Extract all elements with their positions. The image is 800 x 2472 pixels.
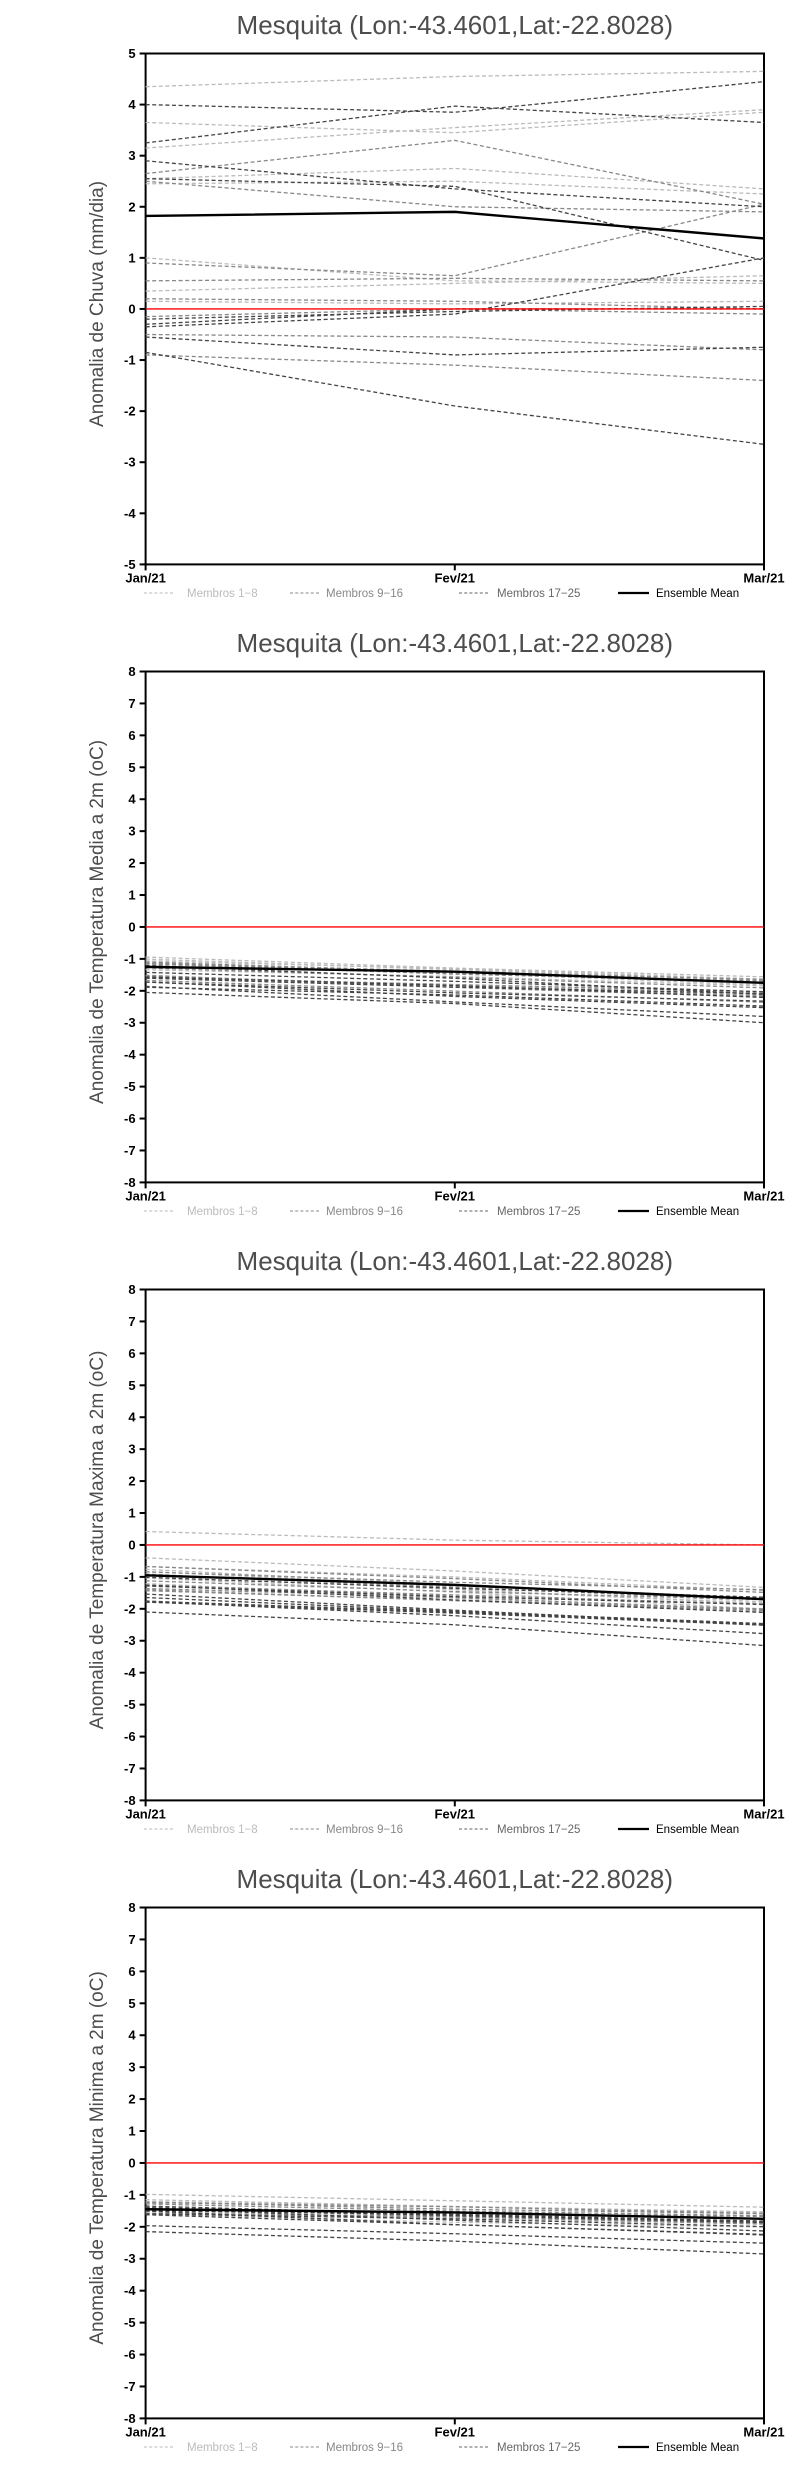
- svg-text:Membros 17−25: Membros 17−25: [497, 1824, 580, 1836]
- svg-text:Ensemble Mean: Ensemble Mean: [656, 1824, 739, 1836]
- svg-text:Fev/21: Fev/21: [435, 1188, 475, 1203]
- svg-text:-7: -7: [124, 1143, 136, 1158]
- svg-text:-5: -5: [124, 1697, 136, 1712]
- svg-text:Anomalia de Temperatura Media: Anomalia de Temperatura Media a 2m (oC): [87, 740, 108, 1104]
- svg-text:8: 8: [128, 1282, 135, 1297]
- svg-text:-4: -4: [124, 1665, 136, 1680]
- svg-text:Membros 9−16: Membros 9−16: [326, 2442, 403, 2454]
- svg-text:1: 1: [128, 888, 135, 903]
- svg-text:-2: -2: [124, 983, 136, 998]
- svg-text:-1: -1: [124, 353, 136, 368]
- svg-text:Jan/21: Jan/21: [125, 1806, 165, 1821]
- svg-text:-3: -3: [124, 1015, 136, 1030]
- svg-text:3: 3: [128, 2060, 135, 2075]
- svg-text:Ensemble Mean: Ensemble Mean: [656, 2442, 739, 2454]
- svg-text:Mar/21: Mar/21: [743, 570, 784, 585]
- svg-text:7: 7: [128, 1314, 135, 1329]
- svg-text:Membros 9−16: Membros 9−16: [326, 1824, 403, 1836]
- svg-text:-6: -6: [124, 1729, 136, 1744]
- svg-text:-4: -4: [124, 1047, 136, 1062]
- svg-text:Jan/21: Jan/21: [125, 1188, 165, 1203]
- svg-text:7: 7: [128, 696, 135, 711]
- svg-text:-1: -1: [124, 2187, 136, 2202]
- svg-text:6: 6: [128, 1964, 135, 1979]
- svg-text:Fev/21: Fev/21: [435, 1806, 475, 1821]
- svg-text:Ensemble Mean: Ensemble Mean: [656, 1206, 739, 1218]
- svg-text:-4: -4: [124, 2283, 136, 2298]
- svg-text:-3: -3: [124, 455, 136, 470]
- svg-text:6: 6: [128, 728, 135, 743]
- svg-text:Membros 1−8: Membros 1−8: [187, 1824, 258, 1836]
- svg-text:Membros 1−8: Membros 1−8: [187, 2442, 258, 2454]
- svg-text:3: 3: [128, 1442, 135, 1457]
- svg-text:3: 3: [128, 824, 135, 839]
- svg-text:1: 1: [128, 2124, 135, 2139]
- svg-text:5: 5: [128, 1378, 135, 1393]
- svg-text:Mesquita (Lon:-43.4601,Lat:-22: Mesquita (Lon:-43.4601,Lat:-22.8028): [237, 1864, 674, 1894]
- svg-text:Mar/21: Mar/21: [743, 1188, 784, 1203]
- svg-text:0: 0: [128, 1537, 135, 1552]
- svg-text:Anomalia de Temperatura Maxima: Anomalia de Temperatura Maxima a 2m (oC): [87, 1351, 108, 1730]
- svg-text:Mesquita (Lon:-43.4601,Lat:-22: Mesquita (Lon:-43.4601,Lat:-22.8028): [237, 1246, 674, 1276]
- svg-text:Membros 9−16: Membros 9−16: [326, 1206, 403, 1218]
- svg-text:-5: -5: [124, 1079, 136, 1094]
- svg-text:4: 4: [128, 2028, 136, 2043]
- svg-text:8: 8: [128, 1900, 135, 1915]
- svg-text:Membros 1−8: Membros 1−8: [187, 588, 258, 600]
- svg-text:Fev/21: Fev/21: [435, 570, 475, 585]
- svg-text:-3: -3: [124, 1633, 136, 1648]
- svg-text:Membros 17−25: Membros 17−25: [497, 588, 580, 600]
- svg-text:0: 0: [128, 301, 135, 316]
- svg-text:4: 4: [128, 1410, 136, 1425]
- svg-text:2: 2: [128, 856, 135, 871]
- svg-text:5: 5: [128, 1996, 135, 2011]
- svg-text:6: 6: [128, 1346, 135, 1361]
- svg-text:8: 8: [128, 664, 135, 679]
- svg-text:Membros 9−16: Membros 9−16: [326, 588, 403, 600]
- svg-text:-7: -7: [124, 2379, 136, 2394]
- svg-text:4: 4: [128, 792, 136, 807]
- svg-text:Ensemble Mean: Ensemble Mean: [656, 588, 739, 600]
- svg-text:Anomalia de Chuva (mm/dia): Anomalia de Chuva (mm/dia): [87, 181, 108, 427]
- svg-text:-2: -2: [124, 2219, 136, 2234]
- svg-text:1: 1: [128, 250, 135, 265]
- svg-text:Fev/21: Fev/21: [435, 2424, 475, 2439]
- svg-text:3: 3: [128, 148, 135, 163]
- svg-text:7: 7: [128, 1932, 135, 1947]
- svg-text:5: 5: [128, 46, 135, 61]
- svg-text:Membros 17−25: Membros 17−25: [497, 1206, 580, 1218]
- svg-text:Membros 1−8: Membros 1−8: [187, 1206, 258, 1218]
- svg-text:-7: -7: [124, 1761, 136, 1776]
- svg-text:-1: -1: [124, 951, 136, 966]
- svg-text:5: 5: [128, 760, 135, 775]
- svg-text:1: 1: [128, 1506, 135, 1521]
- svg-text:4: 4: [128, 97, 136, 112]
- svg-text:-2: -2: [124, 1601, 136, 1616]
- svg-text:Membros 17−25: Membros 17−25: [497, 2442, 580, 2454]
- svg-text:Anomalia de Temperatura Minima: Anomalia de Temperatura Minima a 2m (oC): [87, 1971, 108, 2344]
- svg-text:Jan/21: Jan/21: [125, 2424, 165, 2439]
- svg-text:0: 0: [128, 919, 135, 934]
- svg-text:2: 2: [128, 1474, 135, 1489]
- svg-text:-4: -4: [124, 506, 136, 521]
- svg-text:-3: -3: [124, 2251, 136, 2266]
- svg-text:-6: -6: [124, 2347, 136, 2362]
- svg-text:Mar/21: Mar/21: [743, 1806, 784, 1821]
- svg-text:Mesquita (Lon:-43.4601,Lat:-22: Mesquita (Lon:-43.4601,Lat:-22.8028): [237, 628, 674, 658]
- svg-text:-5: -5: [124, 2315, 136, 2330]
- svg-text:Mesquita (Lon:-43.4601,Lat:-22: Mesquita (Lon:-43.4601,Lat:-22.8028): [237, 10, 674, 40]
- svg-text:0: 0: [128, 2155, 135, 2170]
- svg-text:-1: -1: [124, 1569, 136, 1584]
- svg-text:-6: -6: [124, 1111, 136, 1126]
- svg-text:Jan/21: Jan/21: [125, 570, 165, 585]
- svg-text:-2: -2: [124, 404, 136, 419]
- svg-text:2: 2: [128, 2092, 135, 2107]
- svg-text:2: 2: [128, 199, 135, 214]
- svg-text:Mar/21: Mar/21: [743, 2424, 784, 2439]
